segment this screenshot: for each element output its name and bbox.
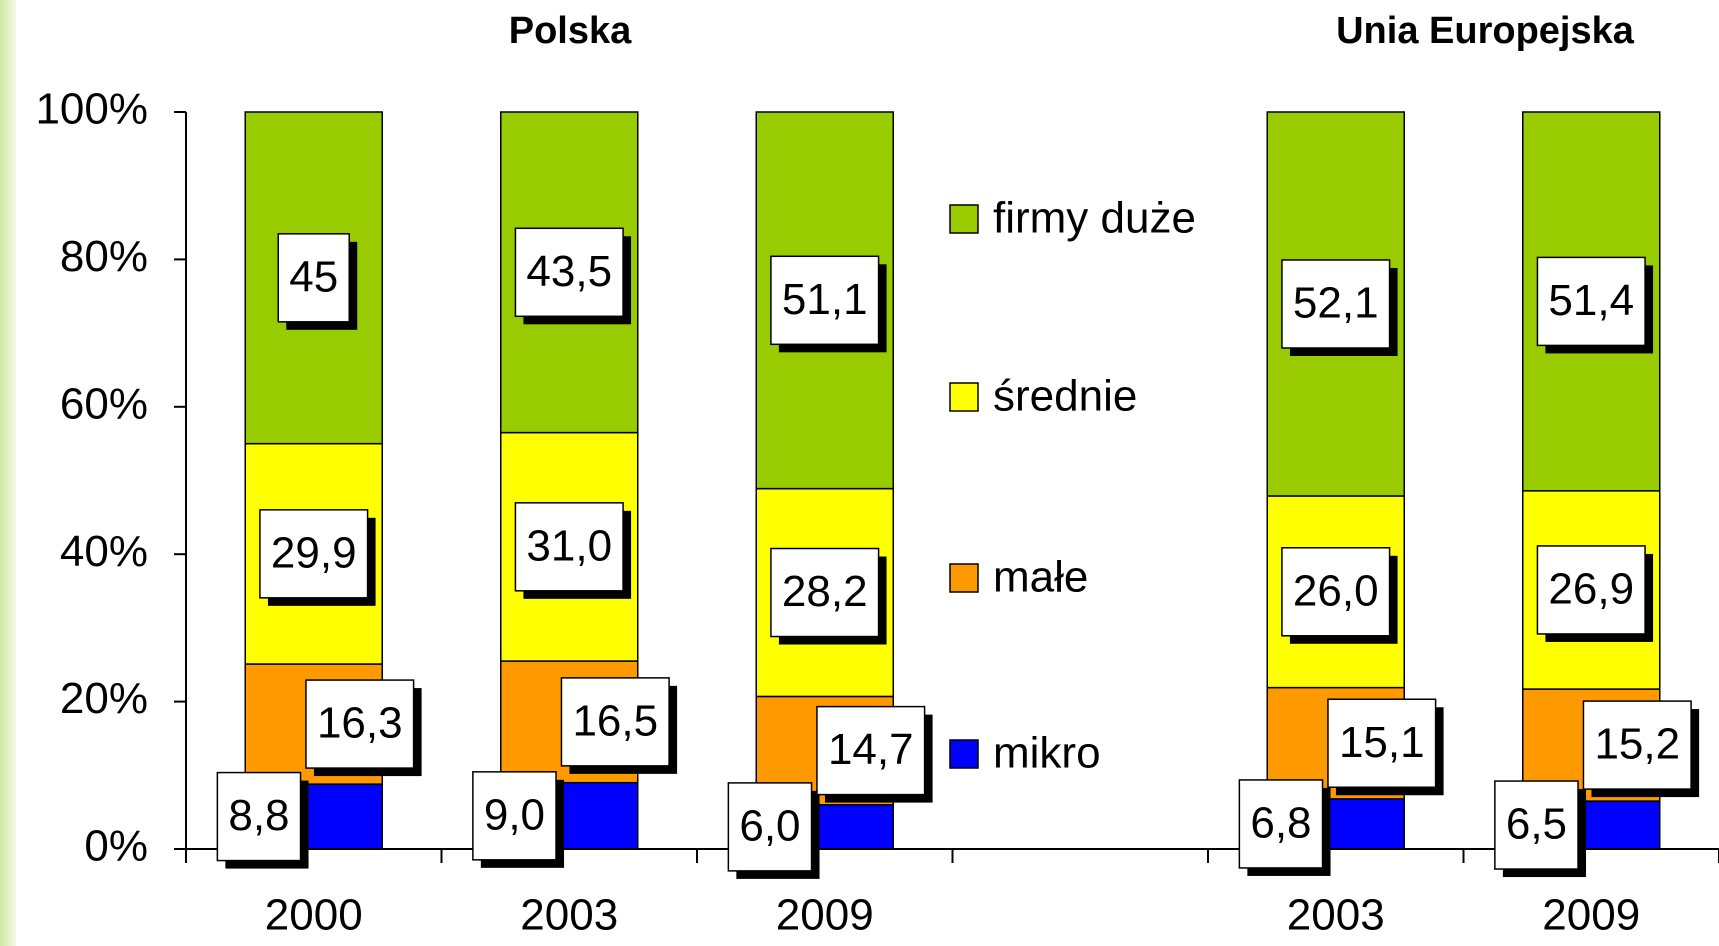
legend-label: średnie [993, 372, 1137, 421]
legend-label: mikro [993, 729, 1101, 778]
data-label: 29,9 [259, 509, 376, 606]
y-tick-label: 0% [84, 822, 148, 871]
data-label: 16,5 [560, 677, 678, 774]
data-label-text: 51,4 [1548, 276, 1634, 325]
y-tick-label: 20% [60, 674, 148, 723]
label-box [1281, 259, 1391, 349]
y-tick-label: 80% [60, 232, 148, 281]
data-label: 45 [277, 233, 358, 330]
data-label-text: 31,0 [526, 521, 612, 570]
data-label: 28,2 [770, 547, 887, 645]
data-label-text: 6,0 [739, 802, 800, 851]
label-box [1536, 545, 1646, 635]
x-tick-label: 2009 [776, 891, 874, 940]
y-tick-label: 40% [60, 527, 148, 576]
legend-label: małe [993, 553, 1088, 602]
x-tick-label: 2003 [1287, 891, 1385, 940]
data-label: 51,1 [770, 255, 887, 353]
data-label: 15,1 [1327, 698, 1444, 796]
data-label: 15,2 [1582, 700, 1700, 798]
label-box [560, 677, 670, 767]
label-box [1494, 780, 1579, 870]
side-stripe [0, 0, 16, 946]
label-box [770, 255, 880, 346]
data-label-text: 43,5 [526, 247, 612, 296]
label-box [514, 502, 624, 592]
y-tick-label: 60% [60, 379, 148, 428]
data-label: 26,9 [1536, 545, 1654, 642]
label-box [472, 771, 557, 861]
group-title: Polska [509, 10, 632, 52]
data-label-text: 16,5 [572, 696, 658, 745]
label-box [1582, 700, 1692, 790]
label-box [259, 509, 369, 599]
data-label-text: 26,9 [1548, 565, 1634, 614]
data-label: 52,1 [1281, 259, 1398, 356]
data-label: 16,3 [305, 679, 422, 777]
label-box [514, 227, 624, 318]
data-label-text: 28,2 [782, 567, 868, 616]
data-label-text: 26,0 [1293, 566, 1379, 615]
legend-swatch [949, 739, 979, 769]
data-label: 51,4 [1536, 256, 1654, 354]
label-box [1281, 547, 1391, 637]
group-title: Unia Europejska [1336, 10, 1635, 52]
y-tick-label: 100% [35, 85, 148, 134]
x-tick-label: 2003 [520, 891, 618, 940]
legend-label: firmy duże [993, 194, 1196, 243]
data-label: 26,0 [1281, 547, 1398, 644]
data-label: 14,7 [816, 705, 933, 803]
label-box [216, 771, 302, 862]
x-tick-label: 2000 [265, 891, 363, 940]
data-label: 6,0 [727, 782, 820, 879]
label-box [1536, 256, 1646, 347]
label-box [816, 705, 926, 796]
data-label: 6,5 [1494, 780, 1587, 878]
data-label-text: 16,3 [317, 699, 403, 748]
label-box [770, 547, 880, 638]
data-label-text: 6,5 [1506, 800, 1567, 849]
data-label-text: 51,1 [782, 275, 868, 324]
data-label-text: 29,9 [271, 528, 357, 577]
data-label: 31,0 [514, 502, 632, 599]
data-label: 8,8 [216, 771, 309, 869]
data-label: 43,5 [514, 227, 632, 325]
data-label-text: 52,1 [1293, 279, 1379, 328]
label-box [305, 679, 415, 769]
data-label-text: 8,8 [228, 791, 289, 840]
label-box [1327, 698, 1437, 788]
label-box [277, 233, 350, 323]
data-label: 9,0 [472, 771, 565, 868]
label-box [727, 782, 813, 872]
data-label-text: 14,7 [828, 725, 914, 774]
legend-swatch [949, 204, 979, 234]
data-label-text: 45 [289, 252, 338, 301]
label-box [1238, 779, 1324, 869]
data-label: 6,8 [1238, 779, 1331, 876]
x-tick-label: 2009 [1542, 891, 1640, 940]
legend-swatch [949, 382, 979, 412]
data-label-text: 15,1 [1339, 718, 1425, 767]
data-label-text: 9,0 [484, 790, 545, 839]
data-label-text: 15,2 [1594, 720, 1680, 769]
legend-swatch [949, 563, 979, 593]
data-label-text: 6,8 [1250, 799, 1311, 848]
